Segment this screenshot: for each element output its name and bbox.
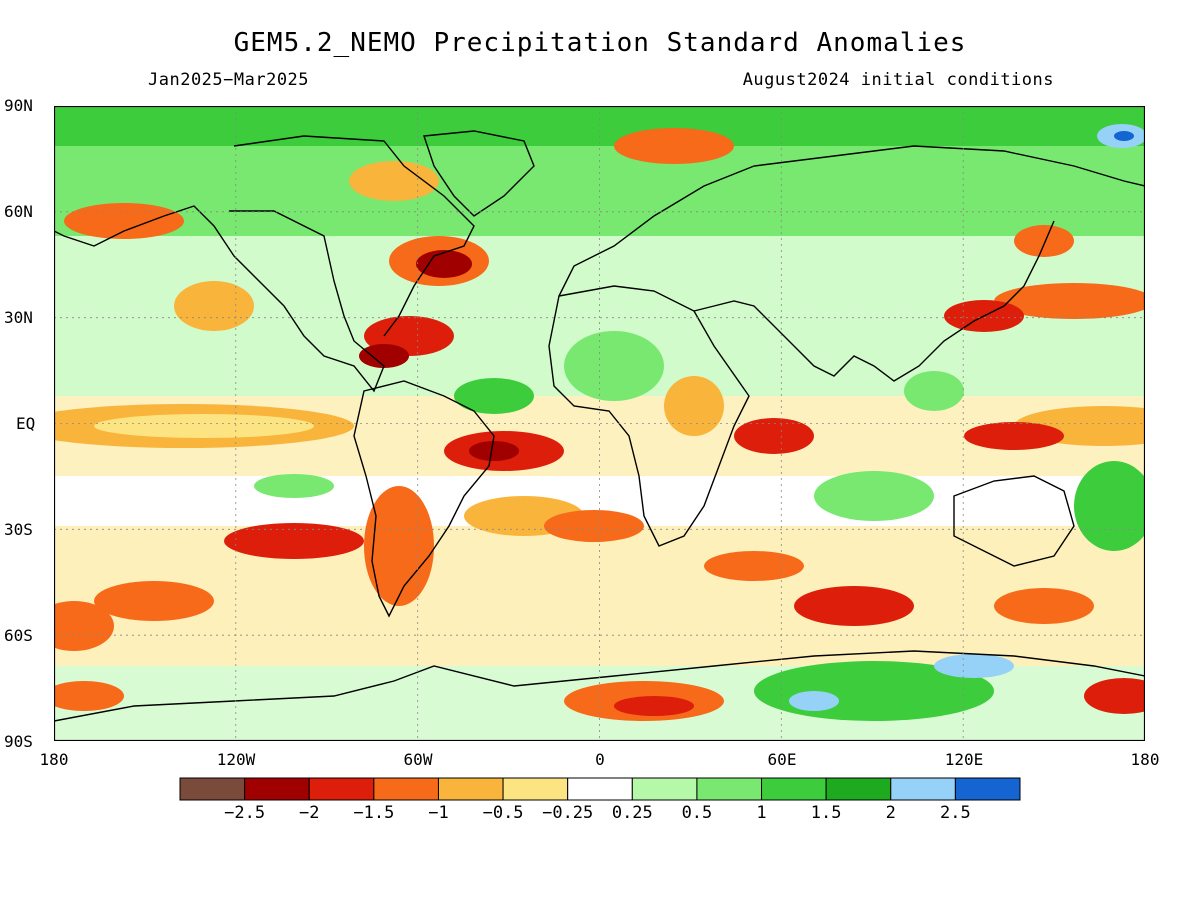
colorbar-label: 2: [886, 803, 896, 823]
anomaly-blob: [794, 586, 914, 626]
anomaly-blob: [614, 128, 734, 164]
colorbar-swatch: [567, 777, 633, 801]
colorbar-label: −2: [299, 803, 319, 823]
colorbar-label: 2.5: [940, 803, 971, 823]
lat-label: 30N: [4, 308, 33, 327]
anomaly-blob: [964, 422, 1064, 450]
anomaly-blob: [1074, 461, 1145, 551]
lon-label: 0: [595, 750, 605, 769]
anomaly-blob: [416, 250, 472, 278]
initial-conditions: August2024 initial conditions: [742, 70, 1054, 90]
colorbar-swatch: [502, 777, 569, 801]
coastline-antarctica: [54, 650, 1145, 722]
colorbar-label: 1: [756, 803, 766, 823]
colorbar-swatch: [179, 777, 246, 801]
coastlines: [54, 130, 1145, 722]
lon-label: 60W: [403, 750, 433, 769]
lon-label: 120W: [216, 750, 256, 769]
colorbar-label: 0.25: [612, 803, 653, 823]
lon-label: 180: [1130, 750, 1160, 769]
colorbar-label: 1.5: [811, 803, 842, 823]
lat-label: 90N: [4, 96, 33, 115]
anomaly-map: [54, 106, 1145, 741]
anomaly-blob: [349, 161, 439, 201]
anomaly-blob: [54, 681, 124, 711]
anomaly-blob: [614, 696, 694, 716]
anomaly-blob: [1114, 131, 1134, 141]
anomaly-blob: [254, 474, 334, 498]
anomaly-blob: [789, 691, 839, 711]
coastline-south-america: [353, 380, 495, 618]
coastline-north-america: [54, 135, 475, 393]
anomaly-blob: [544, 510, 644, 542]
anomaly-blob: [64, 203, 184, 239]
anomaly-blob: [94, 581, 214, 621]
colorbar-label: −1: [428, 803, 448, 823]
colorbar-swatch: [825, 777, 892, 801]
anomaly-blob: [1084, 678, 1145, 714]
colorbar-swatch: [696, 777, 763, 801]
anomaly-blob: [174, 281, 254, 331]
colorbar-label: −2.5: [224, 803, 265, 823]
anomaly-blob: [1014, 225, 1074, 257]
colorbar-swatch: [244, 777, 310, 801]
anomaly-blob: [934, 654, 1014, 678]
colorbar-swatch: [631, 777, 698, 801]
forecast-period: Jan2025−Mar2025: [148, 70, 310, 90]
colorbar-swatch: [954, 777, 1021, 801]
colorbar-swatch: [308, 777, 375, 801]
anomaly-blob: [904, 371, 964, 411]
coastline-australia: [953, 475, 1075, 567]
anomaly-blob: [224, 523, 364, 559]
anomaly-blob: [664, 376, 724, 436]
anomaly-blob: [94, 414, 314, 438]
colorbar-label: 0.5: [682, 803, 713, 823]
colorbar-label: −0.5: [483, 803, 524, 823]
lat-label: 30S: [4, 520, 33, 539]
lat-label: 60N: [4, 202, 33, 221]
colorbar-swatch: [890, 777, 956, 801]
anomaly-blob: [814, 471, 934, 521]
gridlines: [54, 106, 1145, 741]
lon-label: 60E: [767, 750, 797, 769]
coastline-eurasia: [558, 145, 1145, 382]
map-title: GEM5.2_NEMO Precipitation Standard Anoma…: [233, 28, 967, 58]
map-frame: [54, 106, 1145, 741]
lat-label: EQ: [16, 414, 36, 433]
anomaly-blob: [454, 378, 534, 414]
anomaly-blob: [704, 551, 804, 581]
anomaly-blob: [364, 486, 434, 606]
colorbar-swatch: [437, 777, 504, 801]
anomaly-blob: [734, 418, 814, 454]
colorbar-label: −0.25: [542, 803, 593, 823]
coastline-greenland: [423, 130, 535, 217]
lon-label: 120E: [944, 750, 984, 769]
colorbar-label: −1.5: [353, 803, 394, 823]
lon-label: 180: [39, 750, 69, 769]
colorbar-swatch: [761, 777, 827, 801]
anomaly-blob: [359, 344, 409, 368]
colorbar-swatch: [373, 777, 439, 801]
anomaly-blob: [994, 588, 1094, 624]
anomaly-blob: [54, 601, 114, 651]
anomaly-blob: [994, 283, 1145, 319]
anomaly-blob: [469, 441, 519, 461]
anomaly-blob: [564, 331, 664, 401]
lat-label: 90S: [4, 732, 33, 751]
lat-label: 60S: [4, 626, 33, 645]
